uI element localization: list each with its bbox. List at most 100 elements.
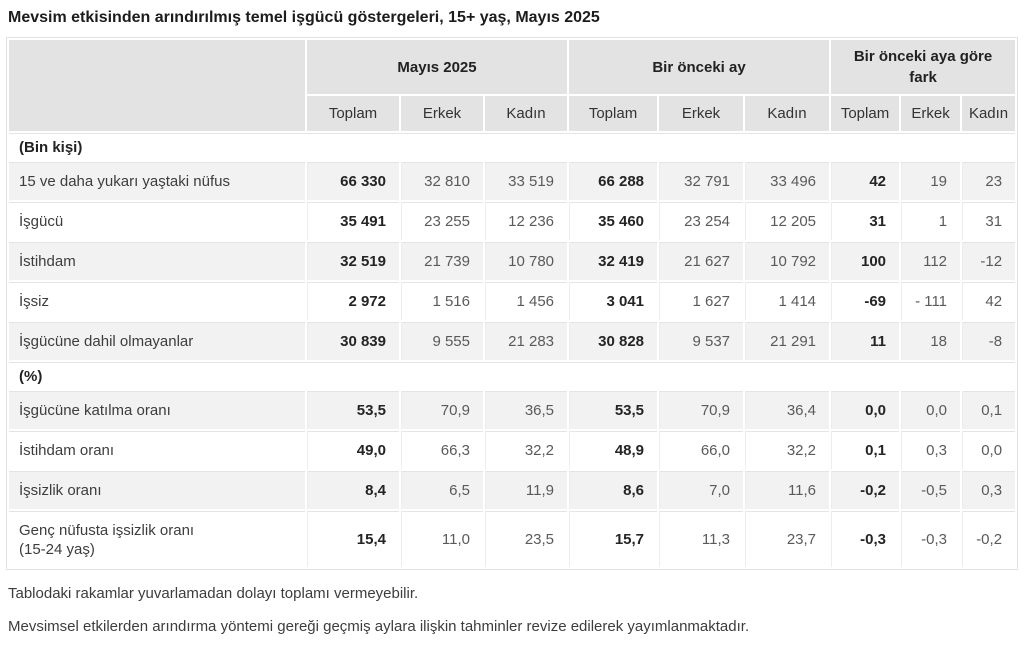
cell-value: 10 792 [745,242,830,280]
cell-value: 36,4 [745,391,830,429]
cell-value: 0,3 [901,431,961,469]
cell-value: 21 291 [745,322,830,360]
cell-value: 30 839 [307,322,399,360]
row-label: İşgücüne dahil olmayanlar [9,322,305,360]
row-label: İşgücü [9,202,305,240]
cell-value: 49,0 [307,431,399,469]
cell-value: 8,4 [307,471,399,509]
cell-value: 32,2 [745,431,830,469]
table-row-issizlik-orani: İşsizlik oranı 8,4 6,5 11,9 8,6 7,0 11,6… [9,471,1016,509]
cell-value: 23 254 [659,202,744,240]
sub-header-erkek: Erkek [659,96,744,131]
row-label: İşsizlik oranı [9,471,305,509]
column-group-fark: Bir önceki aya göre fark [831,40,1016,94]
cell-value: 11,3 [659,511,744,567]
cell-value: 7,0 [659,471,744,509]
cell-value: 9 537 [659,322,744,360]
cell-value: 53,5 [307,391,399,429]
column-group-bir-onceki-ay: Bir önceki ay [569,40,830,94]
cell-value: 1 456 [485,282,568,320]
cell-value: 0,1 [962,391,1016,429]
cell-value: 33 519 [485,162,568,200]
table-row-isgucune-dahil-olmayanlar: İşgücüne dahil olmayanlar 30 839 9 555 2… [9,322,1016,360]
cell-value: -69 [831,282,900,320]
table-row-genc-issizlik-orani: Genç nüfusta işsizlik oranı (15-24 yaş) … [9,511,1016,567]
cell-value: 70,9 [659,391,744,429]
cell-value: 32,2 [485,431,568,469]
cell-value: 21 627 [659,242,744,280]
cell-value: -0,2 [962,511,1016,567]
footnotes: Tablodaki rakamlar yuvarlamadan dolayı t… [6,584,1018,636]
cell-value: -0,3 [901,511,961,567]
cell-value: 19 [901,162,961,200]
row-label-line2: (15-24 yaş) [19,540,95,558]
cell-value: 1 627 [659,282,744,320]
column-group-mayis-2025: Mayıs 2025 [307,40,568,94]
cell-value: 66,0 [659,431,744,469]
cell-value: 0,0 [962,431,1016,469]
table-row-nufus: 15 ve daha yukarı yaştaki nüfus 66 330 3… [9,162,1016,200]
cell-value: - 111 [901,282,961,320]
cell-value: 1 414 [745,282,830,320]
cell-value: 32 791 [659,162,744,200]
footnote-revision: Mevsimsel etkilerden arındırma yöntemi g… [8,618,750,635]
cell-value: 15,7 [569,511,658,567]
cell-value: 66 288 [569,162,658,200]
cell-value: 112 [901,242,961,280]
cell-value: 23,7 [745,511,830,567]
cell-value: 100 [831,242,900,280]
cell-value: 66 330 [307,162,399,200]
cell-value: 0,1 [831,431,900,469]
footnote-rounding: Tablodaki rakamlar yuvarlamadan dolayı t… [8,585,419,602]
cell-value: 11,0 [401,511,483,567]
cell-value: 36,5 [485,391,568,429]
table-row-isgucu: İşgücü 35 491 23 255 12 236 35 460 23 25… [9,202,1016,240]
sub-header-erkek: Erkek [901,96,961,131]
cell-value: 1 [901,202,961,240]
cell-value: 10 780 [485,242,568,280]
labour-indicators-table: Mayıs 2025 Bir önceki ay Bir önceki aya … [6,37,1019,570]
cell-value: 21 739 [401,242,483,280]
cell-value: 33 496 [745,162,830,200]
cell-value: 18 [901,322,961,360]
cell-value: 6,5 [401,471,483,509]
cell-value: -8 [962,322,1016,360]
cell-value: 11,9 [485,471,568,509]
cell-value: 32 810 [401,162,483,200]
row-label: İstihdam oranı [9,431,305,469]
cell-value: 42 [962,282,1016,320]
table-row-issiz: İşsiz 2 972 1 516 1 456 3 041 1 627 1 41… [9,282,1016,320]
cell-value: 2 972 [307,282,399,320]
cell-value: -0,2 [831,471,900,509]
sub-header-kadin: Kadın [485,96,568,131]
sub-header-toplam: Toplam [831,96,900,131]
row-label: İşgücüne katılma oranı [9,391,305,429]
cell-value: 48,9 [569,431,658,469]
sub-header-kadin: Kadın [962,96,1016,131]
header-sub-row: Toplam Erkek Kadın Toplam Erkek Kadın To… [9,96,1016,131]
cell-value: 23 255 [401,202,483,240]
cell-value: 0,0 [831,391,900,429]
cell-value: 21 283 [485,322,568,360]
section-label: (Bin kişi) [9,133,1016,160]
cell-value: 11,6 [745,471,830,509]
section-row-yuzde: (%) [9,362,1016,389]
page-title: Mevsim etkisinden arındırılmış temel işg… [8,9,600,26]
cell-value: 31 [831,202,900,240]
table-row-isgucune-katilma-orani: İşgücüne katılma oranı 53,5 70,9 36,5 53… [9,391,1016,429]
cell-value: 23 [962,162,1016,200]
sub-header-kadin: Kadın [745,96,830,131]
cell-value: 12 205 [745,202,830,240]
cell-value: -12 [962,242,1016,280]
section-row-bin-kisi: (Bin kişi) [9,133,1016,160]
sub-header-toplam: Toplam [569,96,658,131]
cell-value: 31 [962,202,1016,240]
section-label: (%) [9,362,1016,389]
table-corner-cell [9,40,305,131]
row-label: Genç nüfusta işsizlik oranı (15-24 yaş) [9,511,305,567]
cell-value: 32 419 [569,242,658,280]
cell-value: 35 460 [569,202,658,240]
table-row-istihdam-orani: İstihdam oranı 49,0 66,3 32,2 48,9 66,0 … [9,431,1016,469]
cell-value: 1 516 [401,282,483,320]
